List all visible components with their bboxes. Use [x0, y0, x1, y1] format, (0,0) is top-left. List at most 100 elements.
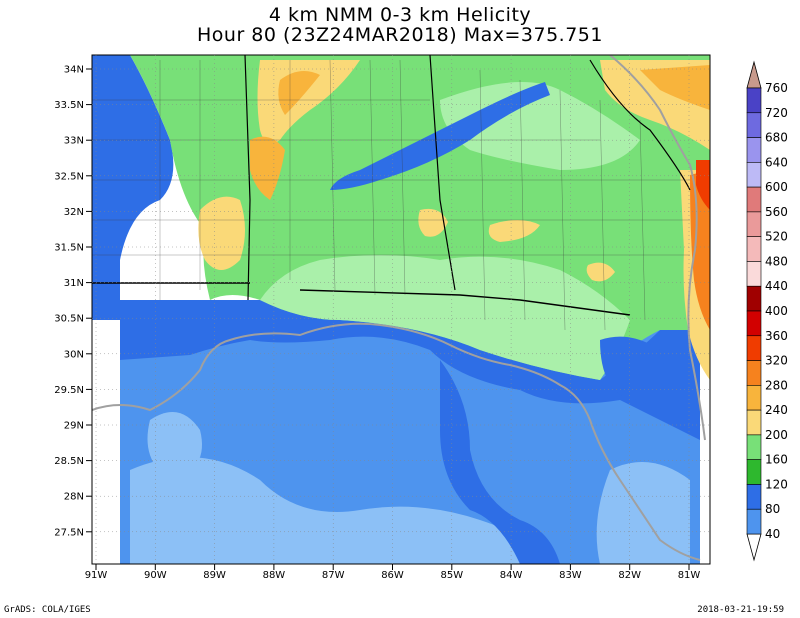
colorbar-swatch: [746, 137, 762, 163]
lon-label: 87W: [322, 570, 345, 581]
lon-label: 84W: [500, 570, 523, 581]
field-orange-east: [690, 170, 710, 330]
lon-label: 90W: [144, 570, 167, 581]
colorbar-swatch: [746, 87, 762, 114]
lon-label: 89W: [203, 570, 226, 581]
colorbar-swatch: [746, 162, 762, 188]
lat-label: 30N: [64, 349, 84, 360]
lat-label: 29.5N: [54, 385, 84, 396]
colorbar-top-arrow: [746, 60, 762, 89]
colorbar-swatch: [746, 459, 762, 485]
lon-label: 85W: [440, 570, 463, 581]
lat-label: 31N: [64, 278, 84, 289]
field-blue-band-north: [330, 82, 550, 190]
field-lightblue-se: [596, 462, 690, 564]
colorbar-label: 40: [765, 527, 780, 541]
lat-label: 28.5N: [54, 456, 84, 467]
field-green-160: [260, 255, 630, 380]
colorbar-label: 240: [765, 403, 788, 417]
field-yellow-ms: [198, 196, 245, 270]
colorbar-swatch: [746, 211, 762, 237]
field-yellow-al: [418, 208, 448, 237]
colorbar-bottom-arrow: [746, 533, 762, 562]
latitude-axis: 34N 33.5N 33N 32.5N 32N 31.5N 31N 30.5N 30N 29.5N…: [54, 65, 710, 538]
state-border-ga-sc: [589, 59, 691, 191]
colorbar-swatch: [746, 484, 762, 510]
colorbar-label: 600: [765, 180, 788, 194]
lat-label: 28N: [64, 492, 84, 503]
colorbar-label: 80: [765, 502, 780, 516]
colorbar-label: 560: [765, 205, 788, 219]
colorbar-swatch: [746, 385, 762, 411]
field-yellow-ga2: [586, 262, 615, 282]
colorbar-label: 520: [765, 230, 788, 244]
colorbar-label: 480: [765, 254, 788, 268]
field-darkblue-west: [92, 55, 174, 320]
lon-label: 83W: [559, 570, 582, 581]
lat-label: 27.5N: [54, 527, 84, 538]
map-subtitle: Hour 80 (23Z24MAR2018) Max=375.751: [197, 24, 603, 46]
map-title: 4 km NMM 0-3 km Helicity: [268, 4, 532, 26]
lat-label: 31.5N: [54, 243, 84, 254]
field-lightblue-40-80: [130, 457, 560, 564]
state-border-al-ga: [429, 55, 456, 291]
colorbar-label: 160: [765, 453, 788, 467]
field-green-160-north: [440, 82, 640, 170]
longitude-axis: 91W 90W 89W 88W 87W 86W 85W 84W 83W 82W 81W: [85, 55, 701, 581]
field-orange-ms: [250, 136, 285, 200]
lat-label: 34N: [64, 65, 84, 76]
footer-timestamp: 2018-03-21-19:59: [697, 605, 784, 615]
field-orange-ne: [640, 65, 710, 110]
colorbar-swatch: [746, 261, 762, 287]
colorbar-swatch: [746, 434, 762, 460]
colorbar-swatch: [746, 508, 762, 535]
field-darkblue-gulf-strip: [440, 360, 560, 564]
lat-label: 32.5N: [54, 171, 84, 182]
gulf-coastline: [92, 322, 701, 561]
lon-label: 86W: [381, 570, 404, 581]
lon-label: 91W: [85, 570, 108, 581]
colorbar-label: 360: [765, 329, 788, 343]
colorbar-label: 720: [765, 106, 788, 120]
colorbar-label: 400: [765, 304, 788, 318]
colorbar-swatch: [746, 186, 762, 213]
state-border-al-ms: [244, 55, 251, 301]
county-lines: [92, 59, 690, 331]
colorbar-swatch: [746, 310, 762, 337]
field-lightblue-west: [147, 412, 202, 480]
east-coastline: [609, 55, 706, 441]
lat-label: 29N: [64, 421, 84, 432]
colorbar-label: 200: [765, 428, 788, 442]
field-yellow-ga: [488, 220, 540, 242]
colorbar-label: 280: [765, 378, 788, 392]
lat-label: 33N: [64, 136, 84, 147]
colorbar-label: 640: [765, 155, 788, 169]
borders: [92, 55, 706, 561]
shaded-fields: [92, 55, 710, 564]
colorbar-swatch: [746, 360, 762, 386]
plot-frame: [91, 54, 711, 565]
lon-label: 88W: [263, 570, 286, 581]
field-red-east: [696, 160, 710, 210]
field-darkblue-coast: [120, 300, 700, 440]
colorbar: 760 720 680 640 600 560 520 480 440 400 360 320 280 2…: [746, 60, 788, 562]
lon-label: 82W: [618, 570, 641, 581]
field-darkblue-fl: [600, 336, 665, 410]
field-orange-north: [278, 71, 320, 115]
lat-label: 30.5N: [54, 314, 84, 325]
colorbar-label: 680: [765, 131, 788, 145]
colorbar-swatch: [746, 285, 762, 312]
colorbar-swatch: [746, 112, 762, 138]
colorbar-swatch: [746, 236, 762, 262]
colorbar-label: 120: [765, 477, 788, 491]
colorbar-label: 760: [765, 81, 788, 95]
state-border-fl-north: [299, 289, 631, 316]
colorbar-swatch: [746, 335, 762, 361]
colorbar-swatch: [746, 409, 762, 436]
lon-label: 81W: [678, 570, 701, 581]
colorbar-label: 440: [765, 279, 788, 293]
footer-credit: GrADS: COLA/IGES: [4, 605, 91, 615]
colorbar-label: 320: [765, 354, 788, 368]
lat-label: 32N: [64, 207, 84, 218]
